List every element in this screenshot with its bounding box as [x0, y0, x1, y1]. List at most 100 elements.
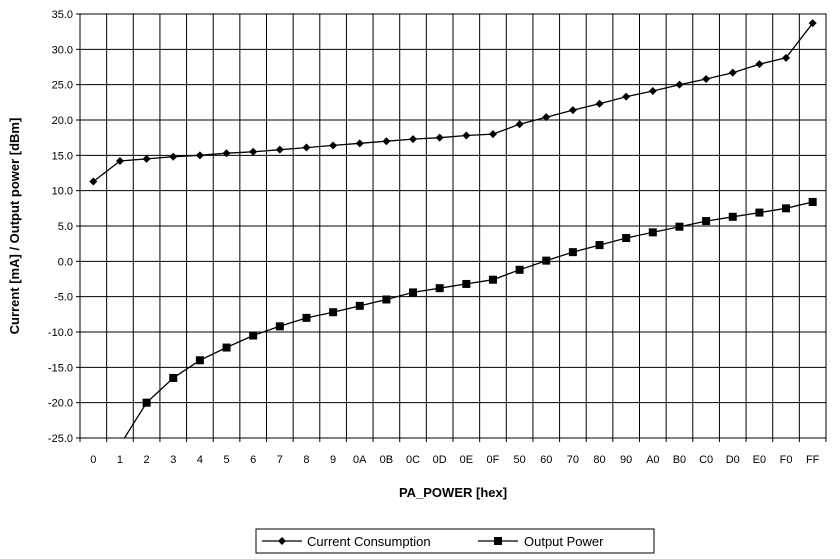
- x-tick-label: E0: [753, 454, 766, 466]
- x-tick-label: 9: [330, 454, 336, 466]
- legend-item-output-power: Output Power: [478, 534, 604, 549]
- output-point: [222, 343, 231, 352]
- legend-box: [255, 528, 655, 554]
- output-point: [755, 208, 764, 217]
- output-point: [355, 301, 364, 310]
- output-point: [595, 241, 604, 250]
- series-line-output-power: [123, 201, 813, 438]
- current-point: [568, 106, 577, 115]
- output-point: [195, 356, 204, 365]
- current-point: [115, 156, 124, 165]
- output-point: [329, 308, 338, 317]
- x-tick-label: 1: [117, 454, 123, 466]
- legend-item-current-consumption: Current Consumption: [262, 534, 431, 549]
- output-point: [648, 228, 657, 237]
- current-point: [355, 139, 364, 148]
- diamond-marker-icon: [278, 537, 286, 545]
- current-point: [222, 149, 231, 158]
- legend-label-current: Current Consumption: [307, 534, 431, 549]
- output-point: [808, 197, 817, 206]
- y-tick-label: 35.0: [52, 9, 73, 21]
- x-tick-label: A0: [646, 454, 659, 466]
- current-point: [169, 152, 178, 161]
- x-tick-label: 2: [144, 454, 150, 466]
- current-point: [302, 143, 311, 152]
- current-point: [755, 60, 764, 69]
- output-point: [302, 313, 311, 322]
- current-point: [808, 19, 817, 28]
- x-tick-label: 0C: [406, 454, 420, 466]
- series-line-current-consumption: [92, 22, 814, 183]
- output-point: [542, 256, 551, 265]
- output-point: [782, 204, 791, 213]
- plot-frame: [79, 13, 827, 439]
- x-tick-label: 70: [567, 454, 579, 466]
- output-point: [622, 234, 631, 243]
- legend-label-output: Output Power: [524, 534, 604, 549]
- x-tick-label: C0: [699, 454, 713, 466]
- y-axis-title: Current [mA] / Output power [dBm]: [7, 118, 22, 335]
- output-point: [675, 222, 684, 231]
- x-tick-label: 7: [277, 454, 283, 466]
- x-tick-label: 60: [540, 454, 552, 466]
- series-group: [89, 19, 817, 449]
- y-tick-label: 10.0: [52, 186, 73, 198]
- grid-lines: [76, 13, 827, 442]
- x-tick-label: 0: [90, 454, 96, 466]
- y-tick-label: -5.0: [54, 292, 73, 304]
- output-point: [462, 279, 471, 288]
- current-point: [462, 131, 471, 140]
- y-tick-label: 30.0: [52, 44, 73, 56]
- y-tick-label: -10.0: [48, 327, 73, 339]
- current-point: [249, 147, 258, 156]
- y-tick-label: 0.0: [58, 256, 73, 268]
- x-tick-label: B0: [673, 454, 686, 466]
- output-point: [409, 288, 418, 297]
- x-tick-label: D0: [726, 454, 740, 466]
- x-tick-label: FF: [806, 454, 820, 466]
- y-tick-label: -20.0: [48, 398, 73, 410]
- y-tick-labels: 35.0 30.0 25.0 20.0 15.0 10.0 5.0 0.0 -5.0 -10.0 -…: [48, 9, 73, 445]
- x-tick-label: F0: [780, 454, 793, 466]
- x-tick-label: 8: [303, 454, 309, 466]
- x-tick-labels: 0 1 2 3 4 5 6 7 8 9 0A 0B 0C 0D 0E 0F 50 60 70 80 90 A0 B0 C0 D0…: [90, 454, 819, 466]
- x-tick-label: 5: [223, 454, 229, 466]
- y-tick-label: -15.0: [48, 362, 73, 374]
- output-point: [568, 248, 577, 257]
- output-point: [435, 284, 444, 293]
- x-tick-label: 0F: [487, 454, 500, 466]
- x-axis-title: PA_POWER [hex]: [399, 485, 507, 500]
- current-point: [675, 80, 684, 89]
- output-point: [116, 441, 124, 449]
- current-point: [382, 137, 391, 146]
- current-point: [435, 133, 444, 142]
- current-point: [142, 154, 151, 163]
- output-point: [275, 322, 284, 331]
- x-tick-label: 6: [250, 454, 256, 466]
- current-point: [275, 145, 284, 154]
- x-tick-label: 0A: [353, 454, 367, 466]
- x-tick-label: 0E: [460, 454, 473, 466]
- current-point: [728, 68, 737, 77]
- output-point: [142, 398, 151, 407]
- current-point: [702, 75, 711, 84]
- x-tick-label: 90: [620, 454, 632, 466]
- x-tick-label: 50: [513, 454, 525, 466]
- y-tick-label: -25.0: [48, 433, 73, 445]
- current-point: [329, 141, 338, 150]
- y-tick-label: 25.0: [52, 80, 73, 92]
- current-point: [782, 53, 791, 62]
- current-point: [409, 135, 418, 144]
- output-point: [382, 295, 391, 304]
- output-point: [488, 275, 497, 284]
- current-point: [595, 99, 604, 108]
- y-tick-label: 20.0: [52, 115, 73, 127]
- output-point: [249, 331, 258, 340]
- current-point: [622, 92, 631, 101]
- x-tick-label: 0D: [433, 454, 447, 466]
- output-point: [515, 265, 524, 274]
- output-point: [169, 373, 178, 382]
- current-point: [648, 87, 657, 96]
- y-tick-label: 5.0: [58, 221, 73, 233]
